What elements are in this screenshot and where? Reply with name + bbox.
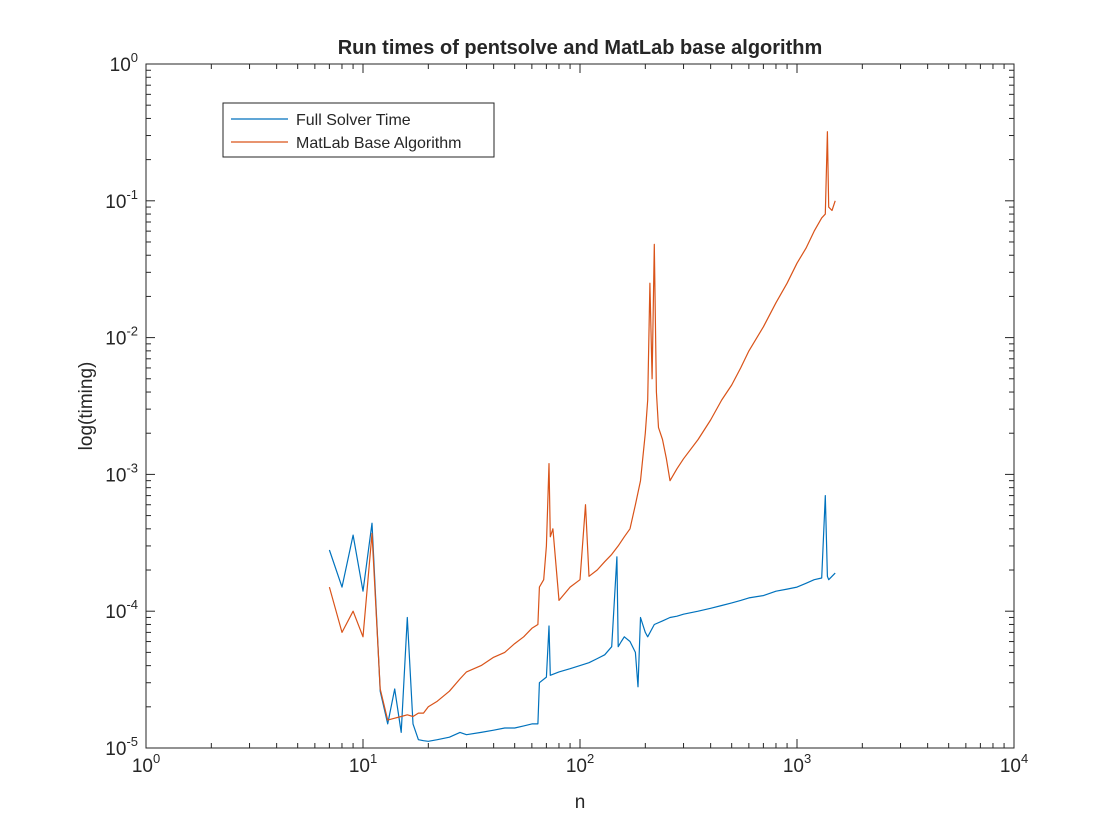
y-tick-label: 10-1 [105, 187, 138, 213]
y-tick-label: 10-2 [105, 324, 138, 350]
plot-area [146, 64, 1014, 748]
x-tick-label: 100 [132, 751, 160, 777]
y-tick-label: 100 [110, 50, 138, 76]
chart-title: Run times of pentsolve and MatLab base a… [338, 37, 823, 59]
y-tick-label: 10-5 [105, 734, 138, 760]
series-line-full-solver [328, 495, 836, 742]
x-tick-label: 103 [783, 751, 811, 777]
legend-label-matlab-base: MatLab Base Algorithm [296, 135, 461, 152]
legend-box [222, 102, 495, 158]
y-tick-label: 10-4 [105, 597, 138, 623]
legend: Full Solver Time MatLab Base Algorithm [222, 102, 495, 158]
x-axis-label: n [575, 792, 586, 813]
series-line-matlab-base [328, 131, 836, 721]
x-tick-label: 104 [1000, 751, 1028, 777]
series-layer [328, 131, 836, 742]
y-tick-label: 10-3 [105, 460, 138, 486]
x-tick-label: 101 [349, 751, 377, 777]
legend-label-full-solver: Full Solver Time [296, 112, 411, 129]
ticks-layer: 100 101 102 103 104 10-5 10-4 10-3 10-2 10-1 100 [105, 50, 1028, 777]
y-axis-label: log(timing) [76, 362, 97, 451]
x-tick-label: 102 [566, 751, 594, 777]
